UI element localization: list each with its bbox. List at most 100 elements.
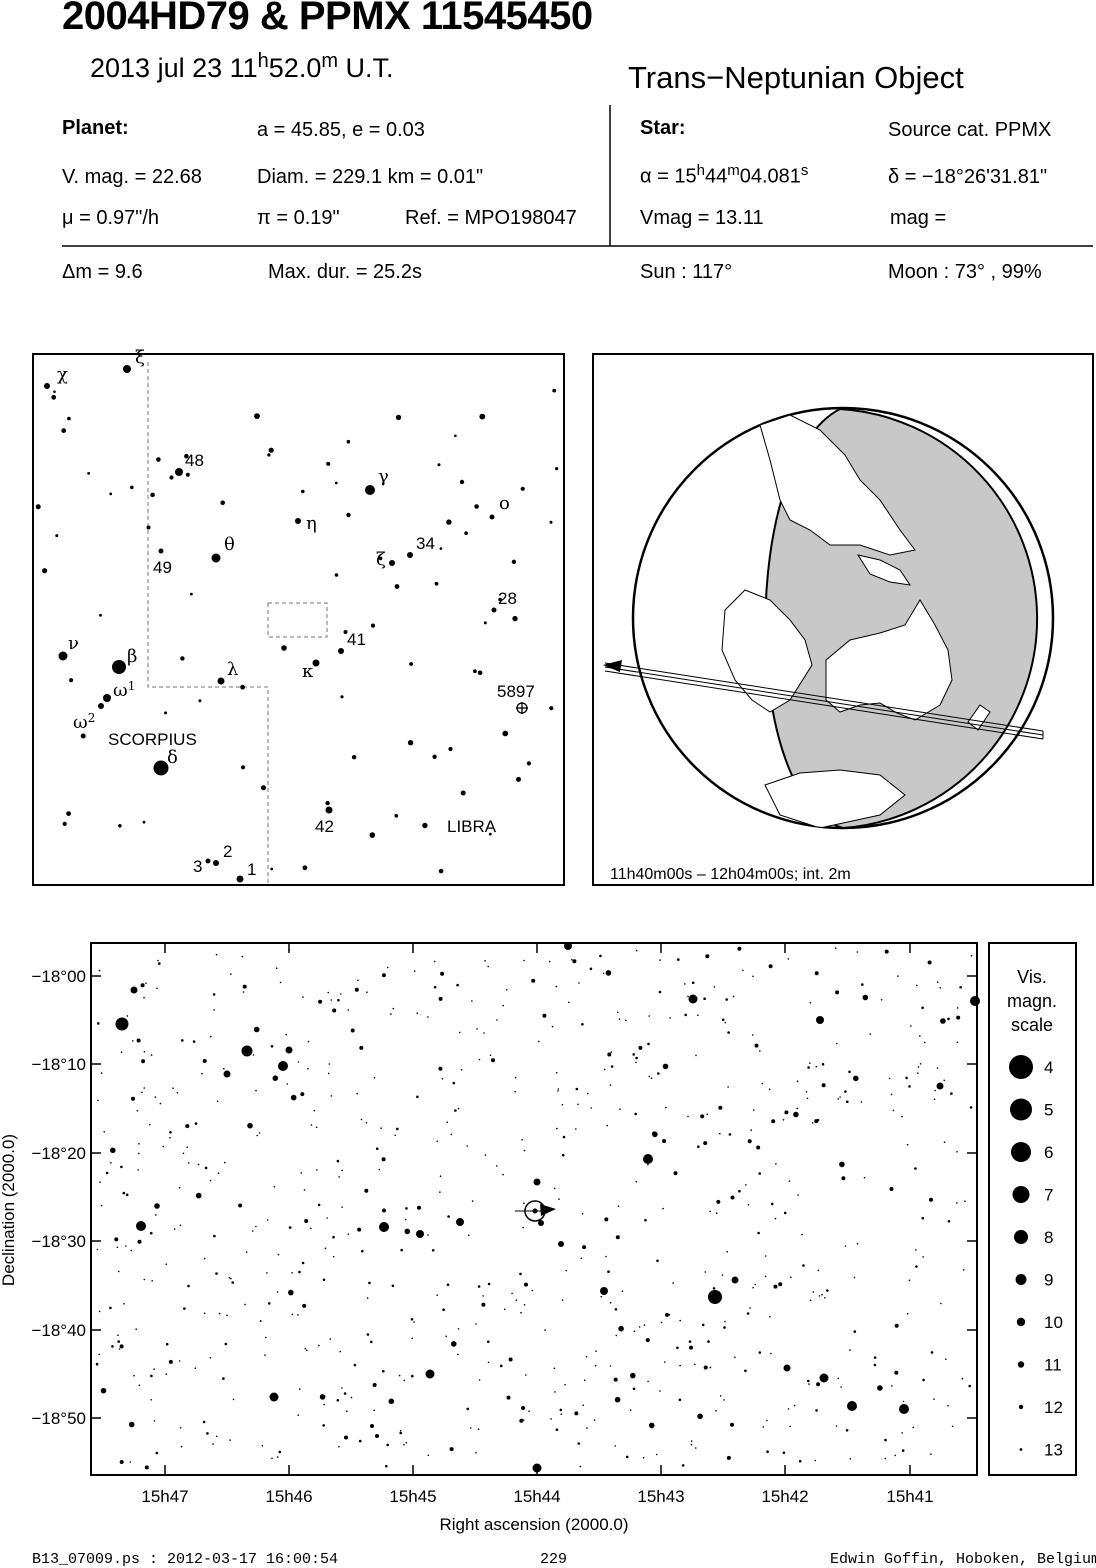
chart-field-star	[477, 1285, 481, 1288]
chart-field-star	[962, 1269, 965, 1271]
finder-field-star	[516, 776, 521, 782]
chart-field-star	[96, 1248, 99, 1251]
chart-field-star	[316, 1169, 318, 1171]
chart-field-star	[337, 998, 340, 1002]
chart-field-star	[247, 1122, 253, 1129]
chart-field-star	[648, 1015, 650, 1017]
chart-field-star	[703, 1141, 708, 1146]
chart-field-star	[562, 1135, 566, 1139]
chart-field-star	[557, 1088, 560, 1090]
chart-field-star	[122, 1191, 126, 1195]
star-ra-seconds: 04.081	[739, 165, 801, 188]
finder-field-stars	[35, 388, 559, 874]
chart-field-star	[846, 1100, 849, 1104]
chart-field-star	[137, 1239, 142, 1244]
chart-field-star	[574, 1411, 579, 1416]
chart-field-star	[697, 1145, 700, 1148]
legend-dot-mag-10	[1016, 1317, 1026, 1327]
chart-field-star	[660, 1321, 663, 1324]
chart-field-star	[809, 1001, 812, 1004]
chart-field-star	[194, 1367, 197, 1369]
finder-star-s3	[205, 858, 211, 864]
chart-field-star	[222, 1377, 225, 1380]
chart-field-star	[678, 1398, 682, 1402]
chart-field-star	[471, 1000, 473, 1002]
chart-field-star	[508, 1357, 513, 1362]
chart-field-star	[411, 1374, 414, 1378]
chart-field-star	[841, 1176, 846, 1181]
chart-field-star	[835, 990, 840, 995]
chart-field-star	[317, 1203, 321, 1207]
chart-field-star	[869, 1033, 872, 1035]
chart-field-star	[238, 1203, 243, 1208]
chart-field-star	[812, 1291, 815, 1293]
chart-field-star	[616, 1011, 619, 1014]
finder-field-star	[53, 390, 56, 394]
chart-bright-star	[533, 1178, 541, 1186]
legend-label-mag-7: 7	[1044, 1186, 1053, 1205]
finder-label-lambda: λ	[227, 659, 238, 680]
chart-field-star	[568, 1001, 570, 1004]
chart-field-star	[195, 1192, 202, 1199]
chart-field-star	[368, 1281, 371, 1285]
chart-field-star	[542, 1013, 547, 1018]
star-chart: −18°00 −18°10 −18°20 −18°30 −18°40 −18°50 15h…	[0, 942, 980, 1534]
indonesia	[856, 554, 912, 586]
chart-field-star	[939, 987, 941, 989]
chart-field-star	[643, 1324, 646, 1326]
finder-field-star	[477, 670, 483, 676]
finder-label-zeta: ζ	[376, 549, 386, 570]
planet-motion: μ = 0.97"/h	[62, 207, 160, 229]
chart-field-star	[951, 1425, 954, 1428]
chart-field-star	[344, 1435, 348, 1440]
time-system: U.T.	[338, 53, 394, 83]
chart-field-star	[848, 1070, 851, 1074]
chart-field-star	[416, 1095, 419, 1099]
chart-field-star	[116, 1246, 119, 1249]
chart-field-star	[834, 947, 837, 949]
chart-field-star	[433, 985, 437, 989]
chart-field-star	[520, 1311, 522, 1314]
chart-field-star	[807, 1066, 810, 1069]
chart-field-star	[439, 1191, 441, 1193]
asia-coast	[759, 414, 916, 556]
chart-field-star	[484, 960, 486, 962]
finder-field-star	[520, 486, 525, 491]
chart-field-star	[105, 1171, 109, 1175]
chart-field-star	[730, 1195, 735, 1200]
chart-field-star	[590, 1107, 592, 1109]
chart-field-star	[390, 1013, 392, 1015]
chart-field-star	[304, 1347, 307, 1350]
finder-field-star	[474, 504, 479, 509]
chart-field-star	[817, 1269, 820, 1272]
chart-field-star	[752, 975, 754, 978]
chart-field-star	[837, 1377, 840, 1380]
chart-field-star	[522, 1226, 524, 1229]
chart-field-star	[581, 1213, 584, 1215]
chart-field-star	[143, 1278, 146, 1281]
chart-field-star	[717, 1298, 720, 1300]
finder-field-star	[301, 489, 305, 494]
chart-field-star	[439, 1175, 442, 1177]
constellation-boundary	[147, 362, 269, 885]
chart-field-star	[905, 1076, 908, 1080]
chart-field-star	[910, 1025, 912, 1027]
star-source: Source cat. PPMX	[888, 119, 1052, 141]
chart-field-star	[290, 1094, 297, 1101]
finder-field-star	[198, 699, 202, 703]
chart-field-star	[892, 1109, 895, 1112]
chart-bright-star	[936, 1082, 944, 1090]
chart-field-star	[814, 971, 819, 976]
chart-field-star	[354, 987, 359, 992]
star-ra-minutes: 44	[704, 165, 728, 188]
event-date: 2013 jul 23 11	[90, 53, 258, 83]
chart-field-star	[259, 1320, 262, 1322]
chart-field-star	[771, 1119, 776, 1124]
finder-field-star	[42, 568, 48, 574]
chart-field-star	[487, 965, 490, 968]
chart-field-star	[544, 1329, 546, 1331]
chart-field-star	[727, 1031, 730, 1034]
chart-field-star	[560, 1413, 563, 1415]
chart-field-star	[151, 1280, 153, 1282]
chart-field-star	[730, 1422, 734, 1427]
